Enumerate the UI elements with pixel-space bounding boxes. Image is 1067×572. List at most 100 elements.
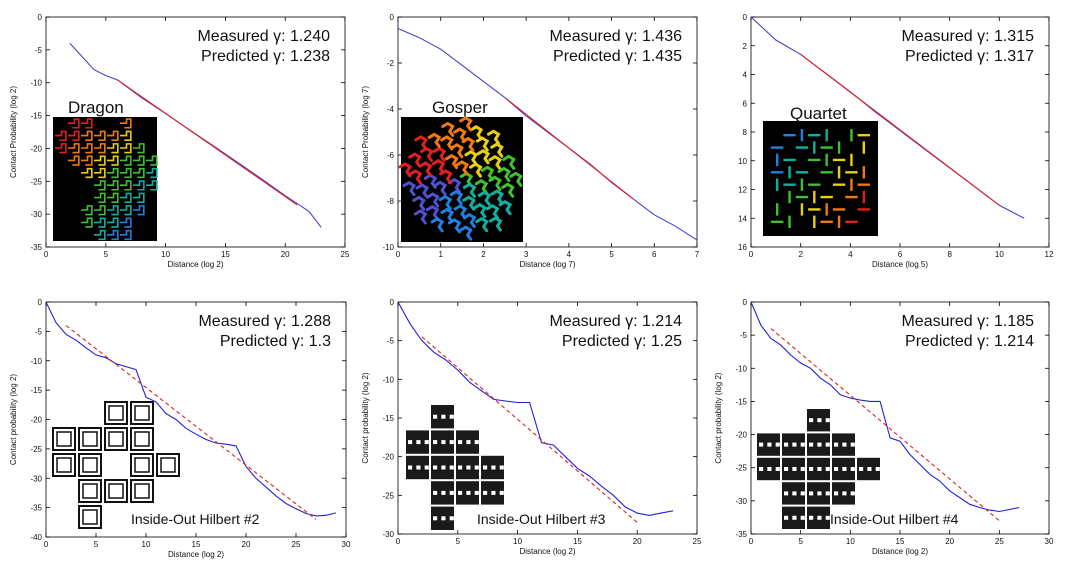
gosper-curve-segment [490,142,504,158]
y-tick-label: -25 [30,177,42,186]
hilbert-block-gap [441,516,446,521]
hilbert-block-gap [809,442,814,447]
dragon-curve-segment [68,130,80,141]
dragon-curve-segment [120,130,132,141]
y-tick-label: 8 [743,128,748,137]
y-tick-label: 0 [743,298,748,307]
dragon-curve-segment [107,130,119,141]
gosper-curve-segment [461,136,476,153]
x-tick-label: 25 [341,250,350,259]
hilbert-block [130,427,154,451]
hilbert-block-gap [441,490,446,495]
y-axis-label: Contact Probability (log 7) [361,86,370,178]
dragon-curve-segment [107,155,119,166]
y-tick-label: -10 [382,375,394,384]
gosper-curve-segment [418,161,433,177]
x-tick-label: 20 [945,537,954,546]
x-tick-label: 20 [281,250,290,259]
hilbert-block [104,401,128,425]
dragon-curve-segment [107,192,119,203]
dragon-curve-segment [81,130,93,141]
gosper-curve-segment [455,160,470,176]
y-axis-label: Contact probability (log 2) [9,374,18,465]
gosper-curve-segment [440,207,455,223]
y-tick-label: -10 [30,79,42,88]
dragon-curve-segment [107,205,119,216]
hilbert-block-inner [134,405,150,421]
hilbert-block-gap [474,465,479,470]
hilbert-block-gap [449,465,454,470]
hilbert-block-gap [466,490,471,495]
gamma-annotation: Measured γ: 1.436 [549,28,682,45]
x-tick-label: 5 [104,250,109,259]
hilbert-block-gap [759,442,764,447]
dragon-curve-segment [133,180,145,191]
series-line-predicted [421,336,638,523]
hilbert-block [130,479,154,503]
x-tick-label: 0 [44,250,49,259]
hilbert-block-inner [134,431,150,447]
y-tick-label: 0 [38,298,43,307]
dragon-curve-segment [120,143,132,154]
hilbert-block-gap [433,414,438,419]
x-tick-label: 4 [567,250,572,259]
series-line-measured [397,27,698,241]
x-tick-label: 10 [995,250,1004,259]
hilbert-block-gap [408,465,413,470]
dragon-curve-segment [107,143,119,154]
y-tick-label: -15 [30,112,42,121]
y-tick-label: -10 [735,364,747,373]
hilbert-block-gap [775,442,780,447]
dragon-curve-segment [81,205,93,216]
gosper-curve-segment [423,173,438,189]
gosper-curve-segment [462,195,476,211]
hilbert-block-gap [466,465,471,470]
x-tick-label: 10 [142,540,151,549]
hilbert-block-gap [416,440,421,445]
y-tick-label: 14 [738,214,747,223]
x-tick-label: 12 [1045,250,1054,259]
gosper-curve-segment [445,153,459,170]
x-tick-label: 0 [396,250,401,259]
hilbert-block-gap [800,442,805,447]
gamma-annotation: Predicted γ: 1.238 [201,48,330,65]
hilbert-block-gap [867,467,872,471]
hilbert-block-gap [433,465,438,470]
y-tick-label: 6 [743,99,748,108]
dragon-curve-segment [55,130,67,141]
gosper-curve-segment [474,178,489,195]
x-tick-label: 25 [693,537,702,546]
inset-image [763,121,878,236]
y-tick-label: -10 [30,357,42,366]
y-tick-label: 2 [743,42,748,51]
y-tick-label: -5 [35,327,43,336]
x-tick-label: 1 [438,250,443,259]
y-tick-label: -15 [382,414,394,423]
gosper-curve-segment [462,182,477,198]
chart-panel-1: 0 5 10 15 20 25 0 -5 -10 -15 -20 -25 -30 -35 Distance … [9,13,350,269]
y-tick-label: -20 [735,431,747,440]
hilbert-block-gap [842,491,847,496]
hilbert-block-gap [809,515,814,520]
y-tick-label: -6 [387,151,395,160]
x-tick-label: 8 [947,250,952,259]
y-tick-label: -25 [30,445,42,454]
gosper-curve-segment [459,116,473,132]
dragon-curve-segment [68,155,80,166]
gosper-curve-segment [415,183,430,199]
gamma-annotation: Measured γ: 1.288 [198,313,331,330]
x-tick-label: 0 [44,540,49,549]
chart-panel-6: 0 5 10 15 20 25 30 0 -5 -10 -15 -20 -25 -30 -35 Distanc… [714,298,1054,556]
hilbert-block-gap [759,467,764,471]
x-tick-label: 10 [846,537,855,546]
hilbert-block-inner [108,431,124,447]
x-tick-label: 3 [524,250,529,259]
gosper-curve-segment [488,216,503,232]
y-tick-label: -8 [387,197,395,206]
hilbert-block-gap [784,491,789,496]
x-tick-label: 30 [342,540,351,549]
hilbert-block-inner [82,509,98,525]
gosper-curve-segment [459,225,473,241]
gosper-curve-segment [432,146,447,162]
inset-image [53,117,158,241]
